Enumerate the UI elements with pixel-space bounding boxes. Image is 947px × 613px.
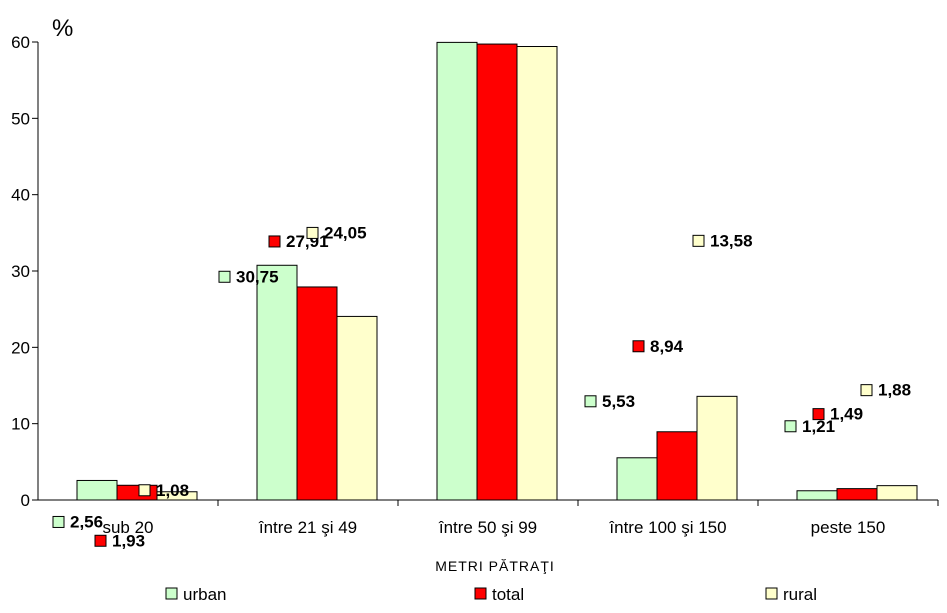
data-label-rural: 1,88 [878, 381, 911, 400]
data-label-urban: 1,21 [802, 417, 835, 436]
data-label-total: 1,93 [112, 531, 145, 550]
data-label-marker-total [94, 534, 107, 547]
data-label-marker-rural [306, 226, 319, 239]
bar-total [656, 431, 698, 501]
x-tick-label: între 21 şi 49 [258, 518, 357, 537]
y-tick-label: 40 [11, 186, 30, 205]
bar-rural [516, 46, 558, 501]
data-label-marker-urban [52, 515, 65, 528]
bar-urban [436, 41, 478, 501]
x-axis-title: METRI PĂTRAŢI [435, 558, 555, 574]
data-label-rural: 24,05 [324, 223, 367, 242]
data-label-marker-total [268, 235, 281, 248]
data-label-marker-total [812, 408, 825, 421]
bar-total [296, 286, 338, 501]
y-tick-label: 30 [11, 262, 30, 281]
bar-urban [616, 457, 658, 501]
bar-rural [156, 491, 198, 501]
y-axis-unit-label: % [52, 15, 73, 42]
bar-total [116, 484, 158, 501]
y-tick-label: 20 [11, 338, 30, 357]
x-tick-label: peste 150 [811, 518, 886, 537]
legend-label-total: total [492, 585, 524, 604]
data-label-marker-total [632, 340, 645, 353]
bar-rural [696, 395, 738, 501]
legend-marker-urban [165, 587, 178, 600]
data-label-urban: 5,53 [602, 392, 635, 411]
data-label-urban: 30,75 [236, 267, 279, 286]
legend-label-rural: rural [783, 585, 817, 604]
data-label-urban: 2,56 [70, 512, 103, 531]
x-tick-label: sub 20 [102, 518, 153, 537]
data-label-total: 8,94 [650, 337, 684, 356]
bar-urban [256, 264, 298, 501]
data-label-marker-rural [692, 234, 705, 247]
y-tick-label: 60 [11, 33, 30, 52]
data-label-marker-urban [218, 270, 231, 283]
bar-urban [796, 490, 838, 501]
bar-rural [876, 485, 918, 501]
data-label-marker-rural [860, 384, 873, 397]
x-tick-label: între 50 şi 99 [438, 518, 537, 537]
bar-urban [76, 479, 118, 501]
bar-total [836, 488, 878, 501]
legend-marker-rural [765, 587, 778, 600]
y-tick-label: 50 [11, 109, 30, 128]
data-label-marker-rural [138, 484, 151, 497]
legend-marker-total [474, 587, 487, 600]
x-tick-label: între 100 şi 150 [608, 518, 726, 537]
data-label-rural: 13,58 [710, 231, 753, 250]
legend: urban total rural [165, 585, 817, 604]
y-tick-label: 10 [11, 415, 30, 434]
legend-label-urban: urban [183, 585, 226, 604]
data-label-rural: 1,08 [156, 481, 189, 500]
bar-rural [336, 315, 378, 501]
plot-area: 0 10 20 30 40 50 60 sub 202,56 1,93 1,08 între 21 … [11, 33, 939, 550]
data-label-marker-urban [784, 420, 797, 433]
y-tick-label: 0 [21, 491, 30, 510]
data-label-total: 1,49 [830, 405, 863, 424]
bar-total [476, 43, 518, 501]
data-label-marker-urban [584, 395, 597, 408]
